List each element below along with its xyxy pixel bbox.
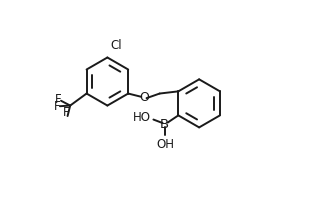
Text: F: F bbox=[55, 92, 62, 106]
Text: F: F bbox=[63, 106, 69, 119]
Text: B: B bbox=[160, 118, 169, 131]
Text: Cl: Cl bbox=[111, 39, 122, 52]
Text: O: O bbox=[139, 91, 149, 104]
Text: F: F bbox=[54, 100, 60, 113]
Text: HO: HO bbox=[133, 111, 151, 124]
Text: OH: OH bbox=[157, 138, 175, 151]
